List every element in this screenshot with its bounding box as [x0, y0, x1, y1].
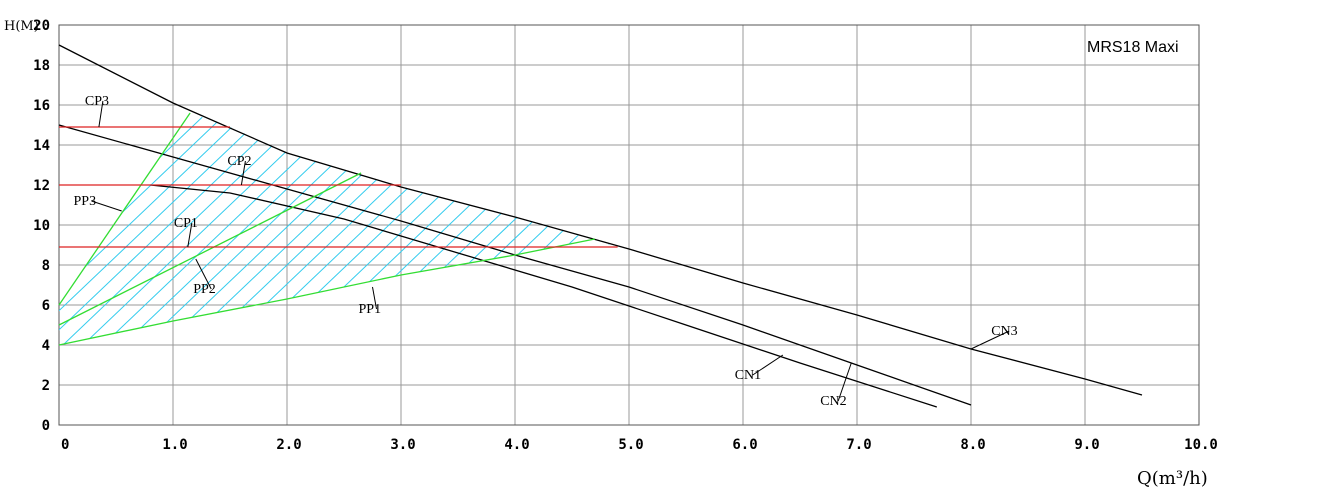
label-cn2: CN2 [820, 394, 846, 409]
x-tick-label: 8.0 [960, 437, 985, 453]
y-tick-label: 12 [33, 178, 50, 194]
hatch-line [298, 113, 618, 345]
annotations: CN3 CN2 CN1 CP3 CP2 CP1 PP3 PP2 PP1 [74, 94, 1018, 409]
leader-pp2 [195, 258, 212, 290]
x-tick-label: 1.0 [162, 437, 187, 453]
leader-cp2 [240, 160, 246, 186]
y-tick-labels: 0 2 4 6 8 10 12 14 16 18 20 [33, 18, 50, 434]
label-pp3: PP3 [74, 194, 97, 209]
y-tick-label: 18 [33, 58, 50, 74]
series-lines [58, 44, 1143, 408]
y-tick-label: 10 [33, 218, 50, 234]
hatch-line [59, 113, 480, 345]
leader-cn1 [752, 354, 784, 376]
hatch-line [138, 113, 560, 345]
y-tick-label: 14 [33, 138, 50, 154]
chart-title: MRS18 Maxi [1087, 39, 1179, 56]
label-cp2: CP2 [227, 154, 251, 169]
x-tick-label: 10.0 [1184, 437, 1218, 453]
leader-cp1 [187, 222, 193, 248]
hatch-line [98, 113, 520, 345]
y-tick-label: 2 [42, 378, 50, 394]
series-cn1 [150, 184, 937, 408]
series-pp3 [58, 112, 191, 306]
hatch-line [59, 113, 460, 345]
grid [58, 24, 1200, 426]
label-pp2: PP2 [193, 282, 216, 297]
label-cn3: CN3 [991, 324, 1017, 339]
leader-cn2 [837, 362, 852, 402]
x-tick-label: 2.0 [276, 437, 301, 453]
hatch-line [59, 113, 420, 345]
y-tick-label: 8 [42, 258, 50, 274]
hatch-line [178, 113, 600, 345]
x-axis-label: Q(m³/h) [1137, 468, 1208, 489]
hatch-line [59, 113, 340, 345]
x-tick-label: 4.0 [504, 437, 529, 453]
leader-cp3 [98, 100, 104, 128]
y-axis-label: H(M) [4, 19, 39, 34]
hatch-line [59, 113, 360, 345]
x-tick-label: 7.0 [846, 437, 871, 453]
label-cn1: CN1 [735, 368, 761, 383]
hatch-line [59, 113, 380, 345]
leader-cn3 [970, 330, 1010, 350]
hatch-line [59, 113, 440, 345]
hatch-line [59, 113, 400, 345]
series-pp2 [58, 172, 362, 326]
x-tick-labels: 0 1.0 2.0 3.0 4.0 5.0 6.0 7.0 8.0 9.0 10.0 [61, 437, 1218, 453]
y-tick-label: 20 [33, 18, 50, 34]
x-tick-label: 5.0 [618, 437, 643, 453]
label-cp1: CP1 [174, 216, 198, 231]
hatch-line [278, 113, 618, 345]
series-cn3 [58, 44, 1143, 396]
x-tick-label: 0 [61, 437, 69, 453]
x-tick-label: 6.0 [732, 437, 757, 453]
x-tick-label: 3.0 [390, 437, 415, 453]
hatch-line [118, 113, 540, 345]
series-pp1 [58, 238, 595, 346]
label-pp1: PP1 [359, 302, 382, 317]
y-tick-label: 6 [42, 298, 50, 314]
y-tick-label: 0 [42, 418, 50, 434]
hatch-line [198, 113, 618, 345]
y-tick-label: 16 [33, 98, 50, 114]
label-cp3: CP3 [85, 94, 109, 109]
hatch-line [218, 113, 618, 345]
leader-pp3 [91, 200, 122, 212]
hatch-line [318, 113, 618, 345]
hatch-line [238, 113, 618, 345]
leader-pp1 [372, 286, 377, 310]
hatch-line [78, 113, 500, 345]
x-tick-label: 9.0 [1074, 437, 1099, 453]
hatch-line [258, 113, 618, 345]
plot-frame [58, 24, 1200, 426]
hatch-line [158, 113, 580, 345]
y-tick-label: 4 [42, 338, 50, 354]
